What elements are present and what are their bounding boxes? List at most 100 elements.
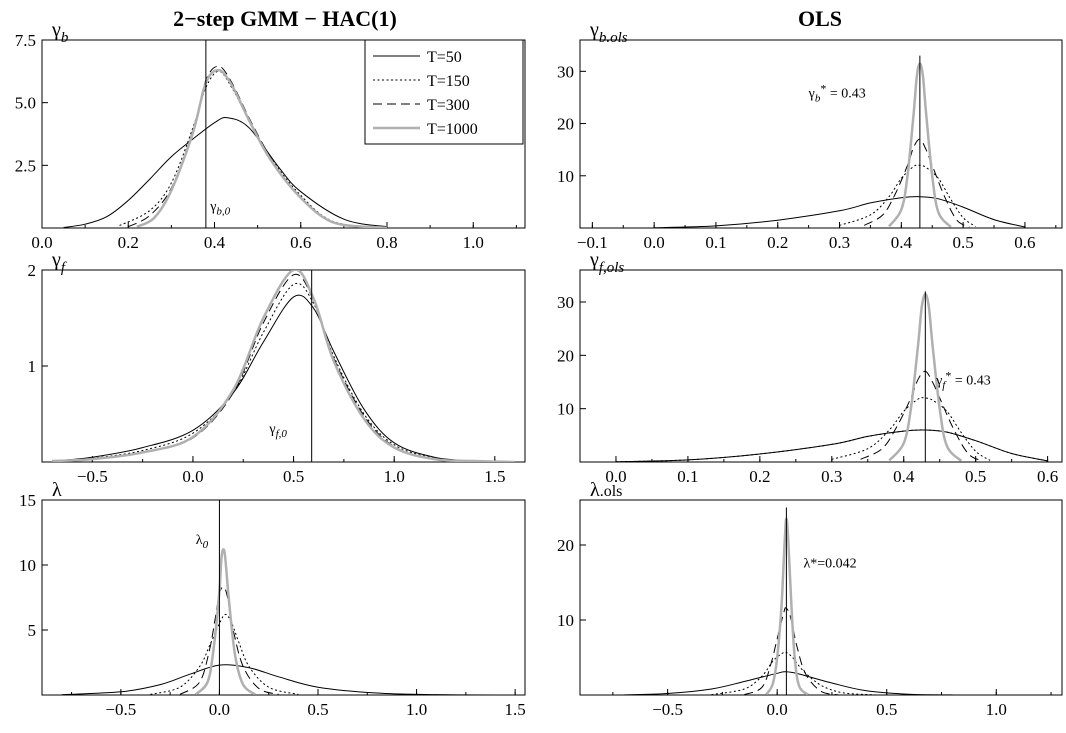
panel-label: γf — [51, 249, 67, 276]
x-tick-label: −0.5 — [652, 700, 683, 719]
x-tick-label: 0.6 — [1037, 467, 1058, 486]
reference-annotation: γf,0 — [268, 422, 287, 440]
y-tick-label: 10 — [557, 400, 574, 419]
x-tick-label: 0.5 — [876, 700, 897, 719]
annotation-superscript: * — [820, 81, 826, 95]
x-tick-label: 1.0 — [384, 467, 405, 486]
density-curve-series-4 — [136, 68, 388, 228]
panel-5: −0.5 0.0 0.5 1.0 1.5 5 10 15 λ λ0 — [19, 479, 526, 719]
density-curve-series-1 — [63, 117, 388, 228]
y-tick-label: 15 — [19, 491, 36, 510]
x-tick-label: −0.1 — [577, 233, 608, 252]
x-tick-label: 0.0 — [605, 467, 626, 486]
legend: T=50 T=150 T=300 T=1000 — [364, 39, 524, 145]
annotation-subscript: 0 — [203, 539, 209, 551]
legend-label: T=1000 — [427, 121, 478, 138]
x-tick-label: 0.1 — [705, 233, 726, 252]
x-tick-label: 1.0 — [406, 700, 427, 719]
x-tick-label: 0.0 — [182, 467, 203, 486]
x-tick-label: 0.8 — [376, 233, 397, 252]
x-tick-label: 0.5 — [283, 467, 304, 486]
legend-box — [364, 39, 524, 145]
panel-3: −0.5 0.0 0.5 1.0 1.5 1 2 γf γf,0 — [28, 249, 526, 486]
panel-6: −0.5 0.0 0.5 1.0 10 20 λ.ols λ*=0.042 — [557, 479, 1063, 719]
y-tick-label: 30 — [557, 62, 574, 81]
x-tick-label: 0.0 — [644, 233, 665, 252]
left-column-title: 2−step GMM − HAC(1) — [173, 6, 397, 31]
density-curve-series-3 — [864, 138, 970, 228]
y-tick-label: 2.5 — [15, 156, 36, 175]
legend-label: T=150 — [427, 73, 470, 90]
panel-label: λ.ols — [590, 479, 622, 501]
panel-label: γf,ols — [589, 249, 624, 276]
x-tick-label: 0.2 — [749, 467, 770, 486]
reference-annotation: λ0 — [196, 533, 209, 551]
x-tick-label: 0.4 — [204, 233, 226, 252]
x-tick-label: 0.6 — [290, 233, 311, 252]
density-curve-series-4 — [765, 517, 809, 695]
density-curve-series-4 — [194, 548, 256, 695]
x-tick-label: 0.3 — [829, 233, 850, 252]
x-tick-label: −0.5 — [77, 467, 108, 486]
y-tick-label: 1 — [28, 357, 37, 376]
reference-annotation: λ*=0.042 — [803, 557, 856, 572]
annotation-subscript: f — [942, 380, 947, 392]
annotation-value: = 0.43 — [826, 86, 865, 101]
annotation-subscript: f,0 — [276, 428, 288, 440]
y-tick-label: 10 — [557, 611, 574, 630]
density-curve-series-2 — [615, 429, 1048, 462]
panel-label-suffix: .ols — [600, 483, 623, 500]
x-tick-label: 0.4 — [891, 233, 913, 252]
panel-label: γb — [51, 19, 69, 46]
panel-label-subscript: f — [61, 260, 67, 276]
x-tick-label: 1.5 — [505, 700, 526, 719]
panel-label-subscript: b — [61, 30, 69, 46]
y-tick-label: 5.0 — [15, 94, 36, 113]
annotation-subscript: b — [815, 92, 821, 104]
density-curve-series-3 — [128, 65, 388, 228]
annotation-superscript: * — [945, 369, 951, 383]
y-tick-label: 5 — [28, 621, 37, 640]
x-tick-label: 0.0 — [767, 700, 788, 719]
density-curve-series-1 — [52, 294, 515, 462]
x-tick-label: −0.5 — [105, 700, 136, 719]
reference-annotation: γb,0 — [209, 199, 230, 217]
panel-4: 0.0 0.1 0.2 0.3 0.4 0.5 0.6 10 20 30 γf,ols γf* = 0… — [557, 249, 1063, 486]
annotation-value: = 0.43 — [951, 374, 990, 389]
x-tick-label: 0.4 — [893, 467, 915, 486]
panel-label: λ — [52, 479, 62, 501]
density-curve-series-2 — [150, 613, 299, 695]
y-tick-label: 20 — [557, 536, 574, 555]
plot-frame — [579, 499, 1063, 696]
plot-frame — [41, 39, 526, 229]
panel-2: −0.1 0.0 0.1 0.2 0.3 0.4 0.5 0.6 10 20 30 γb.ols γb*… — [557, 19, 1063, 252]
panel-label-subscript: b.ols — [599, 30, 628, 46]
x-tick-label: 0.5 — [953, 233, 974, 252]
x-tick-label: 1.5 — [484, 467, 505, 486]
density-curve-series-2 — [119, 70, 388, 228]
panel-label-subscript: f,ols — [599, 260, 625, 276]
y-tick-label: 20 — [557, 346, 574, 365]
x-tick-label: 0.3 — [821, 467, 842, 486]
x-tick-label: 1.0 — [463, 233, 484, 252]
x-tick-label: 0.6 — [1014, 233, 1035, 252]
x-tick-label: 0.0 — [209, 700, 230, 719]
annotation-value: *=0.042 — [810, 557, 856, 572]
density-curve-series-1 — [623, 671, 953, 695]
legend-label: T=300 — [427, 97, 470, 114]
density-curve-series-3 — [179, 586, 279, 695]
panels-group: 0.0 0.2 0.4 0.6 0.8 1.0 2.5 5.0 7.5 γb γb,0 T=50 T=1… — [15, 19, 1063, 719]
density-curve-series-1 — [654, 196, 1026, 228]
x-tick-label: 0.0 — [31, 233, 52, 252]
panel-1: 0.0 0.2 0.4 0.6 0.8 1.0 2.5 5.0 7.5 γb γb,0 T=50 T=1… — [15, 19, 526, 252]
annotation-subscript: b,0 — [216, 205, 230, 217]
x-tick-label: 0.1 — [677, 467, 698, 486]
x-tick-label: 0.2 — [767, 233, 788, 252]
y-tick-label: 30 — [557, 293, 574, 312]
legend-label: T=50 — [427, 49, 462, 66]
x-tick-label: 0.5 — [307, 700, 328, 719]
y-tick-label: 7.5 — [15, 31, 36, 50]
x-tick-label: 1.0 — [986, 700, 1007, 719]
reference-annotation: γb* = 0.43 — [808, 81, 866, 104]
